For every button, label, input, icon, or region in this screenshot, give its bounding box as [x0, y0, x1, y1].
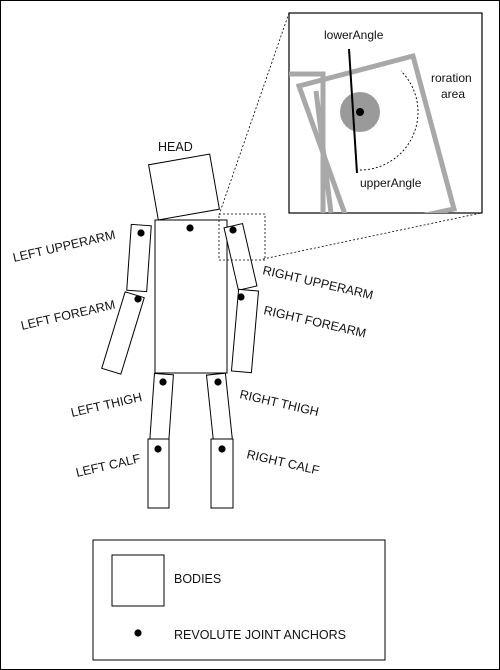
inset-torso-edge [313, 90, 334, 213]
head-label: HEAD [158, 140, 193, 154]
head-body [148, 153, 220, 221]
inset-upperarm-outline [295, 52, 458, 213]
legend-bodies-label: BODIES [174, 572, 221, 586]
left-knee-anchor [154, 445, 162, 453]
zoom-connector-bottom [262, 212, 482, 260]
right-calf-body [210, 438, 234, 509]
zoom-callout [218, 12, 482, 261]
left-upperarm-body [126, 223, 152, 293]
left-calf-body [147, 438, 170, 509]
right-forearm-label: RIGHT FOREARM [262, 303, 367, 340]
left-thigh-label: LEFT THIGH [70, 390, 144, 420]
right-knee-anchor [218, 445, 226, 453]
left-forearm-body [101, 291, 145, 375]
inset-anchor-point [356, 108, 364, 116]
legend-anchor-swatch [134, 629, 142, 637]
right-upperarm-label: RIGHT UPPERARM [261, 263, 374, 302]
legend-body-swatch [111, 554, 165, 607]
right-calf-label: RIGHT CALF [245, 447, 321, 477]
left-hip-anchor [159, 378, 167, 386]
right-forearm-body [230, 288, 260, 374]
right-upperarm-body [223, 222, 258, 291]
upper-angle-label: upperAngle [360, 176, 422, 190]
zoom-connector-top [218, 12, 290, 216]
left-elbow-anchor [134, 295, 142, 303]
torso-body [154, 219, 228, 374]
left-upperarm-label: LEFT UPPERARM [12, 228, 117, 265]
rotation-area-label-line1: roration [431, 71, 472, 85]
inset-detail: lowerAngle upperAngle roration area [288, 12, 483, 214]
inset-joint-axis [348, 48, 358, 174]
right-shoulder-anchor [229, 226, 237, 234]
joint-anchors [134, 224, 245, 453]
legend-anchors-label: REVOLUTE JOINT ANCHORS [174, 628, 346, 642]
left-forearm-label: LEFT FOREARM [20, 298, 117, 333]
lower-angle-label: lowerAngle [324, 28, 384, 42]
neck-anchor [186, 224, 194, 232]
zoom-source-box [218, 213, 266, 261]
left-shoulder-anchor [137, 229, 145, 237]
right-thigh-label: RIGHT THIGH [238, 387, 320, 419]
legend: BODIES REVOLUTE JOINT ANCHORS [92, 539, 386, 661]
right-hip-anchor [214, 378, 222, 386]
left-calf-label: LEFT CALF [75, 451, 143, 480]
rotation-area-label-line2: area [441, 87, 465, 101]
ragdoll-bodies [101, 153, 260, 509]
rotation-area-arc [359, 70, 419, 171]
right-elbow-anchor [237, 293, 245, 301]
